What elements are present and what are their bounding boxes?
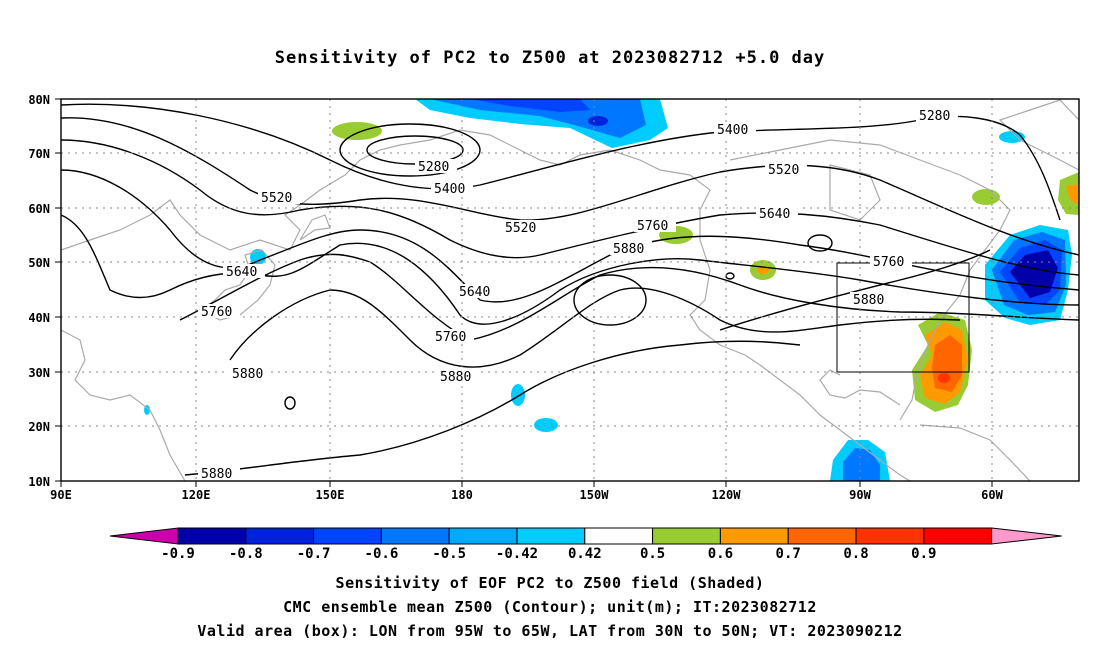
- contour-label: 5520: [768, 163, 799, 178]
- colorbar-label: -0.5: [432, 546, 466, 562]
- z500-contours: [61, 103, 1079, 476]
- lat-label: 80N: [28, 93, 50, 107]
- lon-label: 60W: [981, 488, 1003, 502]
- contour-label: 5880: [440, 370, 471, 385]
- caption-line-3: Valid area (box): LON from 95W to 65W, L…: [197, 622, 903, 640]
- caption-line-2: CMC ensemble mean Z500 (Contour); unit(m…: [283, 598, 817, 616]
- colorbar-swatch: [516, 527, 586, 545]
- contour-label: 5520: [505, 221, 536, 236]
- colorbar-swatch: [380, 527, 450, 545]
- colorbar-label: 0.9: [911, 546, 936, 562]
- contour-label: 5640: [459, 285, 490, 300]
- contour-label: 5760: [873, 255, 904, 270]
- colorbar-swatch: [787, 527, 857, 545]
- colorbar-swatch: [719, 527, 789, 545]
- colorbar-swatch: [584, 527, 654, 545]
- axis-ticks: [55, 98, 993, 487]
- contour-label: 5400: [717, 123, 748, 138]
- lat-label: 20N: [28, 420, 50, 434]
- contour-label: 5880: [232, 367, 263, 382]
- colorbar-swatch: [313, 527, 382, 545]
- lon-label: 120E: [182, 488, 211, 502]
- colorbar-swatch: [923, 527, 993, 545]
- colorbar: -0.9 -0.8 -0.7 -0.6 -0.5 -0.42 0.42 0.5 0.6 0.7 0.…: [109, 527, 1062, 562]
- colorbar-arrow-right: [991, 527, 1062, 545]
- contour-labels: 5280 5280 5400 5400 5520 5520 5520 5640 …: [198, 108, 958, 482]
- contour-label: 5640: [226, 265, 257, 280]
- caption-line-1: Sensitivity of EOF PC2 to Z500 field (Sh…: [335, 574, 765, 592]
- colorbar-label: -0.8: [229, 546, 263, 562]
- colorbar-label: -0.7: [297, 546, 331, 562]
- colorbar-arrow-left: [109, 527, 179, 545]
- colorbar-swatch: [652, 527, 721, 545]
- colorbar-label: 0.8: [843, 546, 868, 562]
- contour-label: 5760: [435, 330, 466, 345]
- colorbar-label: 0.7: [776, 546, 801, 562]
- lon-label: 90E: [50, 488, 72, 502]
- contour-label: 5880: [613, 242, 644, 257]
- lat-label: 60N: [28, 202, 50, 216]
- contour-label: 5520: [261, 191, 292, 206]
- lon-label: 150E: [316, 488, 345, 502]
- lat-label: 40N: [28, 311, 50, 325]
- colorbar-swatch: [177, 527, 247, 545]
- contour-label: 5880: [201, 467, 232, 482]
- lon-label: 120W: [712, 488, 742, 502]
- lon-label: 180: [451, 488, 473, 502]
- latitude-labels: 80N 70N 60N 50N 40N 30N 20N 10N: [28, 93, 50, 489]
- lon-label: 150W: [580, 488, 610, 502]
- lat-label: 50N: [28, 256, 50, 270]
- colorbar-label: 0.42: [568, 546, 602, 562]
- contour-label: 5760: [637, 219, 668, 234]
- map-area: [61, 99, 1079, 481]
- contour-label: 5280: [919, 109, 950, 124]
- contour-label: 5640: [759, 207, 790, 222]
- map-title: Sensitivity of PC2 to Z500 at 2023082712…: [274, 48, 826, 68]
- lon-label: 90W: [849, 488, 871, 502]
- contour-label: 5880: [853, 293, 884, 308]
- longitude-labels: 90E 120E 150E 180 150W 120W 90W 60W: [50, 488, 1003, 502]
- lat-label: 30N: [28, 366, 50, 380]
- contour-label: 5400: [434, 182, 465, 197]
- colorbar-label: -0.42: [496, 546, 538, 562]
- sensitivity-shading: [144, 99, 1079, 481]
- colorbar-label: 0.6: [708, 546, 733, 562]
- colorbar-label: -0.6: [365, 546, 399, 562]
- lat-label: 10N: [28, 475, 50, 489]
- colorbar-label: -0.9: [161, 546, 195, 562]
- contour-label: 5760: [201, 305, 232, 320]
- contour-label: 5280: [418, 160, 449, 175]
- colorbar-swatch: [448, 527, 518, 545]
- colorbar-swatch: [855, 527, 925, 545]
- colorbar-label: 0.5: [640, 546, 665, 562]
- colorbar-swatch: [245, 527, 315, 545]
- lat-label: 70N: [28, 147, 50, 161]
- coastlines: [61, 99, 1079, 481]
